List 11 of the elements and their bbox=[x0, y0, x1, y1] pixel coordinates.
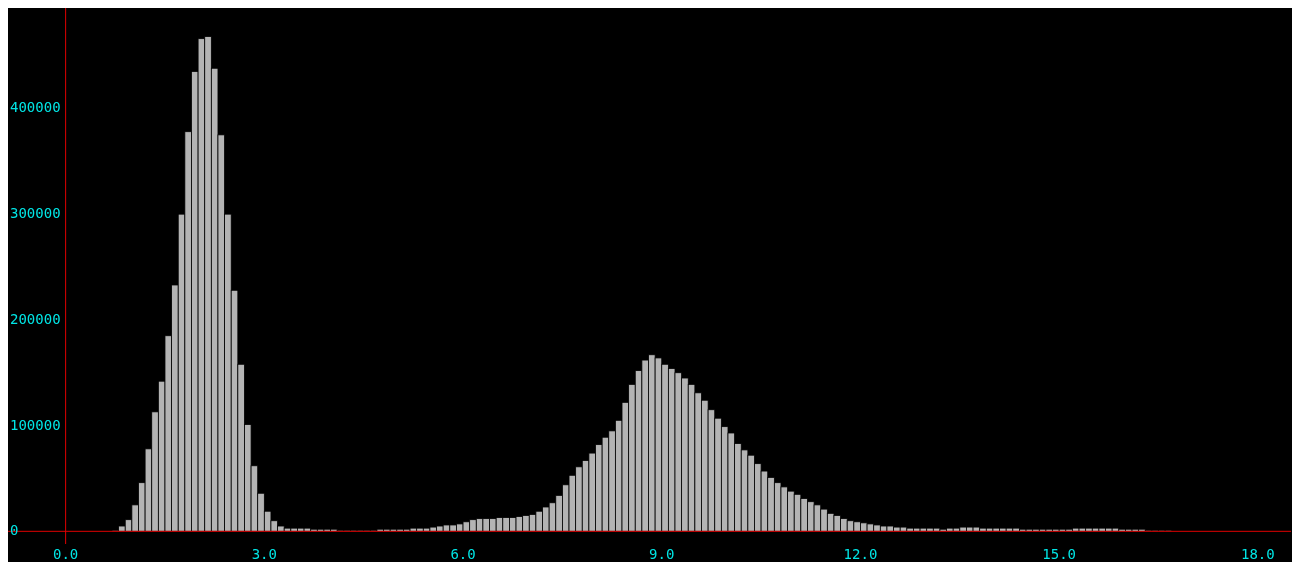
x-tick-label: 15.0 bbox=[1042, 546, 1077, 562]
x-tick-label: 9.0 bbox=[649, 546, 675, 562]
y-tick-label: 100000 bbox=[10, 416, 61, 433]
y-tick-label: 200000 bbox=[10, 310, 61, 327]
y-tick-label: 400000 bbox=[10, 99, 61, 116]
x-tick-label: 3.0 bbox=[251, 546, 277, 562]
y-tick-label: 300000 bbox=[10, 205, 61, 222]
x-tick-label: 6.0 bbox=[450, 546, 476, 562]
x-tick-label: 18.0 bbox=[1241, 546, 1275, 562]
x-tick-label: 0.0 bbox=[52, 546, 79, 562]
x-tick-label: 12.0 bbox=[843, 546, 878, 562]
